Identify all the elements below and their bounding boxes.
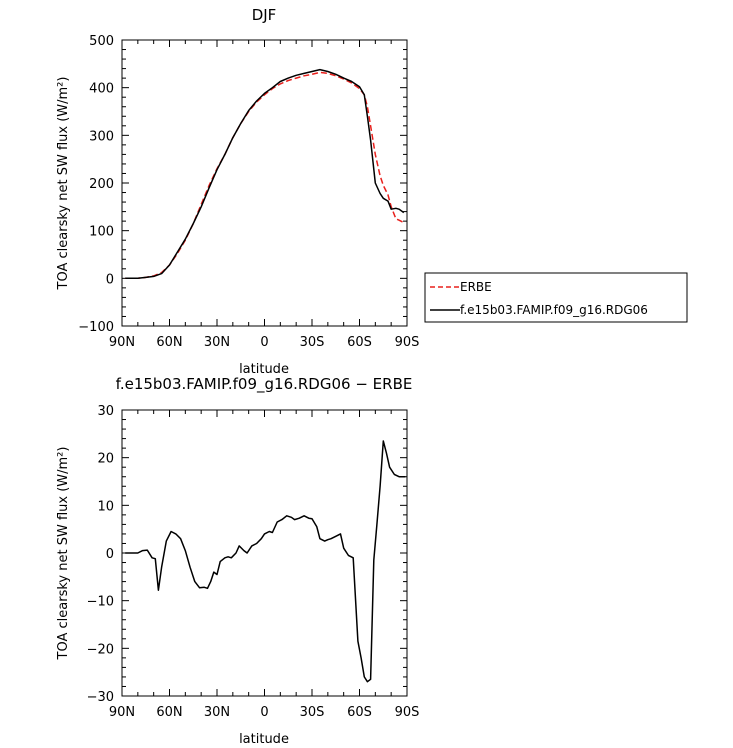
y-tick-label: 10 [97,499,114,514]
x-tick-label: 0 [260,335,268,350]
y-tick-label: 30 [97,404,114,419]
legend-label-erbe: ERBE [460,280,492,294]
legend-label-model: f.e15b03.FAMIP.f09_g16.RDG06 [460,303,648,317]
y-tick-label: −100 [78,320,114,335]
bottom-chart-title: f.e15b03.FAMIP.f09_g16.RDG06 − ERBE [116,375,413,394]
x-tick-label: 30N [204,335,230,350]
top-y-axis-label: TOA clearsky net SW flux (W/m²) [56,77,71,291]
x-tick-label: 90S [395,705,420,720]
x-tick-label: 90N [109,335,135,350]
y-tick-label: 20 [97,452,114,467]
top-panel: DJF 90N 60N 30N 0 30S 60S 90S −100 0 100 200 300 400… [56,6,419,377]
x-tick-label: 60N [156,705,182,720]
y-tick-label: 400 [89,82,114,97]
series-line-difference [125,440,406,683]
bottom-series-lines [125,440,406,683]
top-x-axis-label: latitude [239,362,289,377]
x-tick-label: 90N [109,705,135,720]
x-tick-label: 90S [395,335,420,350]
x-tick-label: 60N [156,335,182,350]
x-tick-label: 30S [300,705,325,720]
series-line-erbe [125,71,405,280]
x-tick-label: 60S [347,335,372,350]
series-line-f-e15b03-famip-f09-g16-rdg06 [125,68,405,280]
y-tick-label: 200 [89,177,114,192]
y-tick-label: −10 [87,595,114,610]
top-chart-title: DJF [252,6,277,24]
x-tick-label: 30N [204,705,230,720]
bottom-y-axis-label: TOA clearsky net SW flux (W/m²) [56,447,71,661]
top-axis-ticks: 90N 60N 30N 0 30S 60S 90S −100 0 100 200 300 400 500 [78,34,419,350]
bottom-panel: f.e15b03.FAMIP.f09_g16.RDG06 − ERBE 90N 6… [56,375,419,747]
y-tick-label: 100 [89,225,114,240]
top-plot-frame [121,39,408,327]
legend-box [424,272,688,323]
x-tick-label: 30S [300,335,325,350]
y-tick-label: −20 [87,642,114,657]
legend: ERBE f.e15b03.FAMIP.f09_g16.RDG06 [424,272,688,323]
top-series-lines [125,68,405,280]
y-tick-label: 0 [106,547,114,562]
y-tick-label: 0 [106,272,114,287]
x-tick-label: 0 [260,705,268,720]
x-tick-label: 60S [347,705,372,720]
y-tick-label: 500 [89,34,114,49]
bottom-x-axis-label: latitude [239,732,289,747]
y-tick-label: −30 [87,690,114,705]
y-tick-label: 300 [89,129,114,144]
bottom-axis-ticks: 90N 60N 30N 0 30S 60S 90S −30 −20 −10 0 10 20 30 [87,404,420,720]
